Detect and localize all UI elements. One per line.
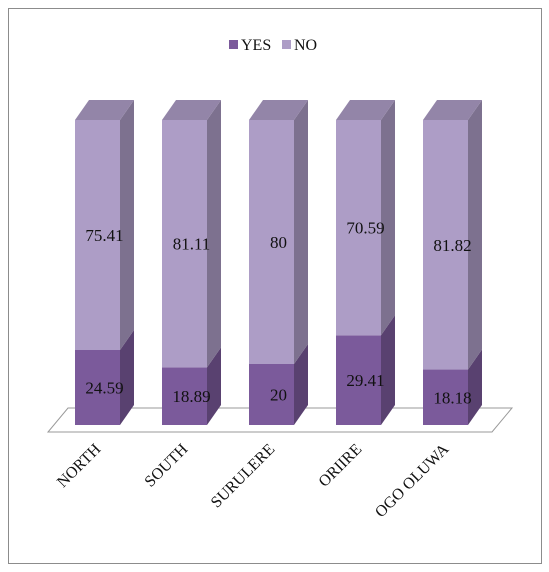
bar-side-north-no: [120, 100, 134, 351]
bar-north-no: [75, 100, 134, 351]
bar-side-south-yes: [207, 347, 221, 425]
bar-front-north-no: [75, 120, 120, 351]
bar-front-oriire-yes: [336, 335, 381, 425]
legend-swatch-yes: [229, 40, 238, 49]
bar-surulere-yes: [249, 344, 308, 425]
category-label-ogo-oluwa: OGO OLUWA: [372, 440, 453, 521]
data-label-south-no: 81.11: [173, 235, 211, 254]
bar-side-north-yes: [120, 330, 134, 425]
bars-group: 24.59 75.41 18.89 81.11 20 80 29.41 70.59 18.18 8…: [75, 100, 482, 425]
legend-label-no: NO: [294, 37, 317, 54]
bar-side-ogo-oluwa-no: [468, 100, 482, 370]
bar-front-north-yes: [75, 350, 120, 425]
bar-south-yes: [162, 347, 221, 425]
bar-side-south-no: [207, 100, 221, 368]
data-label-oriire-yes: 29.41: [346, 371, 384, 390]
bar-front-ogo-oluwa-no: [423, 120, 468, 370]
bar-ogo-oluwa-no: [423, 100, 482, 370]
bar-top-surulere-no: [249, 100, 308, 120]
bar-south-no: [162, 100, 221, 368]
bar-side-surulere-yes: [294, 344, 308, 425]
data-label-oriire-no: 70.59: [346, 219, 384, 238]
legend-label-yes: YES: [241, 37, 271, 54]
bar-ogo-oluwa-yes: [423, 349, 482, 425]
legend: YES NO: [229, 37, 317, 54]
bar-side-ogo-oluwa-yes: [468, 349, 482, 425]
data-label-surulere-no: 80: [270, 233, 287, 252]
bar-top-north-no: [75, 100, 134, 120]
bar-top-oriire-no: [336, 100, 395, 120]
data-label-north-yes: 24.59: [85, 379, 123, 398]
bar-front-ogo-oluwa-yes: [423, 369, 468, 425]
bar-front-oriire-no: [336, 120, 381, 336]
bar-oriire-yes: [336, 315, 395, 425]
bar-top-south-no: [162, 100, 221, 120]
category-label-north: NORTH: [54, 440, 105, 491]
bar-surulere-no: [249, 100, 308, 364]
category-label-south: SOUTH: [142, 440, 192, 490]
category-label-oriire: ORIIRE: [316, 441, 366, 491]
data-label-ogo-oluwa-no: 81.82: [433, 236, 471, 255]
data-label-north-no: 75.41: [85, 226, 123, 245]
category-label-surulere: SURULERE: [208, 441, 278, 511]
bar-front-surulere-no: [249, 120, 294, 364]
data-label-ogo-oluwa-yes: 18.18: [433, 388, 471, 407]
category-labels: NORTH SOUTH SURULERE ORIIRE OGO OLUWA: [54, 440, 453, 521]
data-label-surulere-yes: 20: [270, 386, 287, 405]
bar-front-south-no: [162, 120, 207, 368]
bar-north-yes: [75, 330, 134, 425]
bar-front-south-yes: [162, 367, 207, 425]
bar-top-ogo-oluwa-no: [423, 100, 482, 120]
bar-side-oriire-no: [381, 100, 395, 336]
bar-side-oriire-yes: [381, 315, 395, 425]
bar-front-surulere-yes: [249, 364, 294, 425]
legend-swatch-no: [282, 40, 291, 49]
bar-side-surulere-no: [294, 100, 308, 364]
bar-oriire-no: [336, 100, 395, 336]
data-label-south-yes: 18.89: [172, 387, 210, 406]
